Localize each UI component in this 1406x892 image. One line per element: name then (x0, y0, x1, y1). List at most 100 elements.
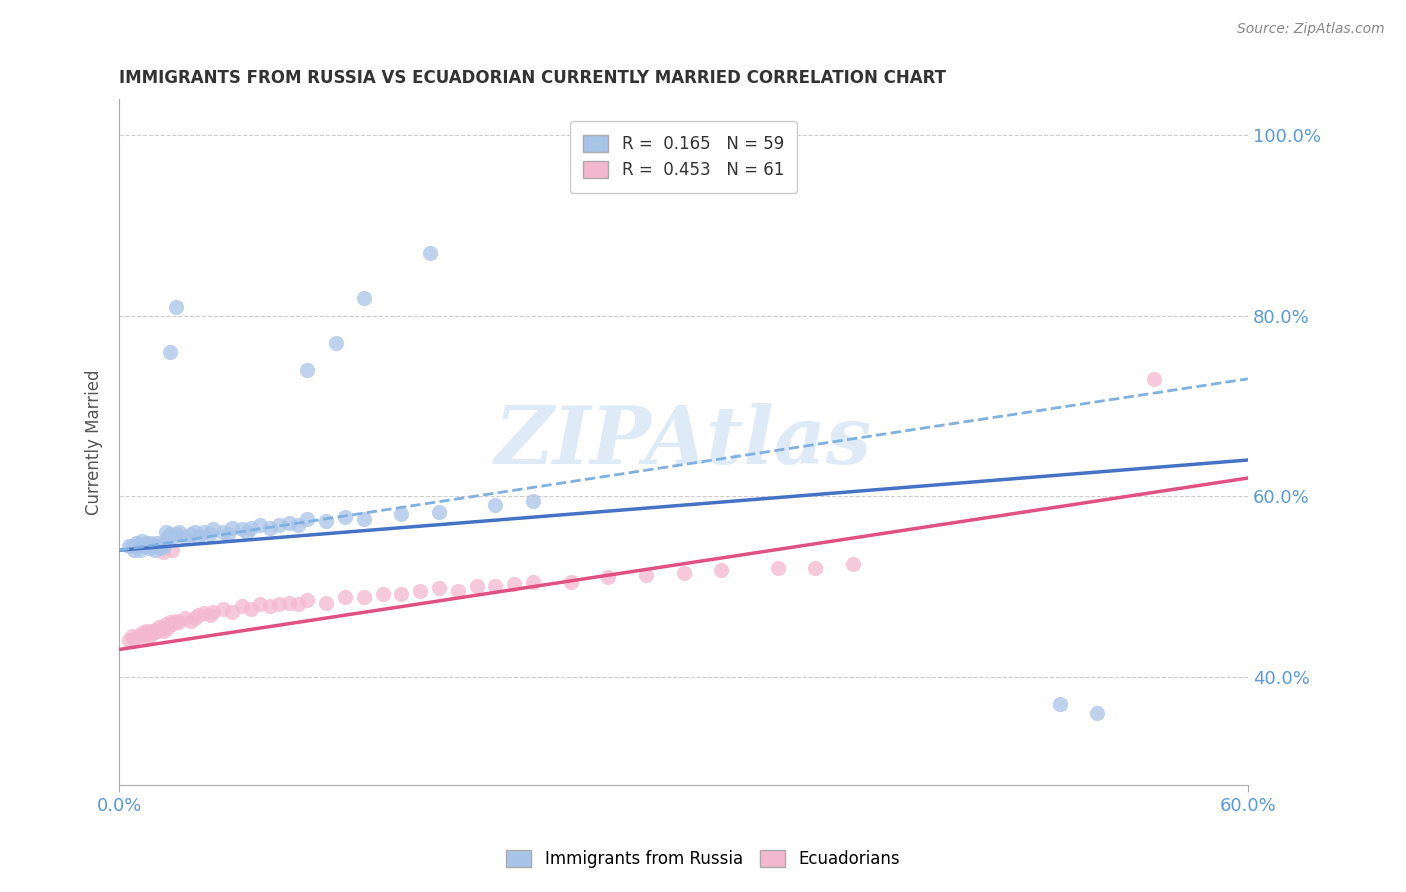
Point (174, 611, 197, 625)
Point (231, 599, 253, 614)
Point (202, 523, 225, 537)
Point (138, 629, 160, 643)
Point (132, 629, 155, 643)
Point (165, 614, 187, 628)
Point (842, 557, 865, 571)
Point (333, 509, 356, 524)
Point (503, 577, 526, 591)
Point (221, 605, 243, 619)
Point (1049, 697, 1071, 711)
Point (127, 629, 149, 643)
Point (159, 615, 181, 630)
Point (325, 335, 347, 350)
Point (159, 344, 181, 359)
Point (211, 525, 233, 540)
Point (155, 617, 177, 632)
Point (249, 518, 271, 533)
Point (277, 516, 299, 530)
Point (211, 602, 233, 616)
Point (124, 632, 146, 646)
Point (180, 527, 202, 541)
Point (152, 620, 174, 634)
Text: ZIPAtlas: ZIPAtlas (495, 403, 872, 481)
Legend: R =  0.165   N = 59, R =  0.453   N = 61: R = 0.165 N = 59, R = 0.453 N = 61 (569, 121, 797, 193)
Point (131, 626, 153, 640)
Point (157, 620, 180, 634)
Point (153, 624, 176, 639)
Point (132, 539, 155, 553)
Point (259, 599, 281, 614)
Point (125, 536, 148, 550)
Point (157, 530, 180, 544)
Point (391, 507, 413, 521)
Point (143, 623, 166, 637)
Point (484, 579, 506, 593)
Point (193, 525, 215, 540)
Point (269, 598, 291, 612)
Point (804, 561, 827, 575)
Point (315, 514, 337, 528)
Point (202, 605, 225, 619)
Point (353, 291, 375, 305)
Point (236, 525, 259, 540)
Point (131, 534, 153, 549)
Point (484, 498, 506, 512)
Point (187, 608, 209, 623)
Point (121, 629, 143, 643)
Point (138, 541, 160, 556)
Point (409, 583, 432, 598)
Point (249, 598, 271, 612)
Text: IMMIGRANTS FROM RUSSIA VS ECUADORIAN CURRENTLY MARRIED CORRELATION CHART: IMMIGRANTS FROM RUSSIA VS ECUADORIAN CUR… (120, 69, 946, 87)
Point (169, 615, 191, 630)
Point (160, 543, 183, 558)
Point (710, 563, 733, 577)
Point (121, 539, 143, 553)
Point (153, 539, 176, 553)
Point (169, 525, 191, 540)
Y-axis label: Currently Married: Currently Married (86, 369, 103, 515)
Point (297, 363, 319, 377)
Point (141, 536, 163, 550)
Point (152, 545, 174, 559)
Point (391, 586, 413, 600)
Point (142, 539, 165, 553)
Point (118, 539, 141, 553)
Point (149, 541, 172, 556)
Point (135, 536, 157, 550)
Point (152, 536, 174, 550)
Point (193, 607, 215, 621)
Point (353, 590, 375, 604)
Point (277, 595, 299, 609)
Point (634, 568, 657, 582)
Point (160, 617, 183, 632)
Point (174, 530, 197, 544)
Point (231, 523, 253, 537)
Point (297, 511, 319, 525)
Point (187, 530, 209, 544)
Point (135, 624, 157, 639)
Point (598, 570, 620, 584)
Point (333, 590, 356, 604)
Point (198, 527, 221, 541)
Point (766, 561, 789, 575)
Point (427, 581, 450, 595)
Point (419, 245, 441, 260)
Point (183, 611, 205, 625)
Point (672, 566, 695, 580)
Point (148, 620, 170, 634)
Point (239, 521, 262, 535)
Point (522, 574, 544, 589)
Point (221, 521, 243, 535)
Text: Source: ZipAtlas.com: Source: ZipAtlas.com (1237, 22, 1385, 37)
Point (165, 300, 187, 314)
Point (1085, 706, 1108, 720)
Point (149, 623, 172, 637)
Point (287, 518, 309, 533)
Point (146, 536, 169, 550)
Point (160, 530, 183, 544)
Point (259, 521, 281, 535)
Point (447, 583, 470, 598)
Point (127, 539, 149, 553)
Point (371, 586, 394, 600)
Point (159, 527, 181, 541)
